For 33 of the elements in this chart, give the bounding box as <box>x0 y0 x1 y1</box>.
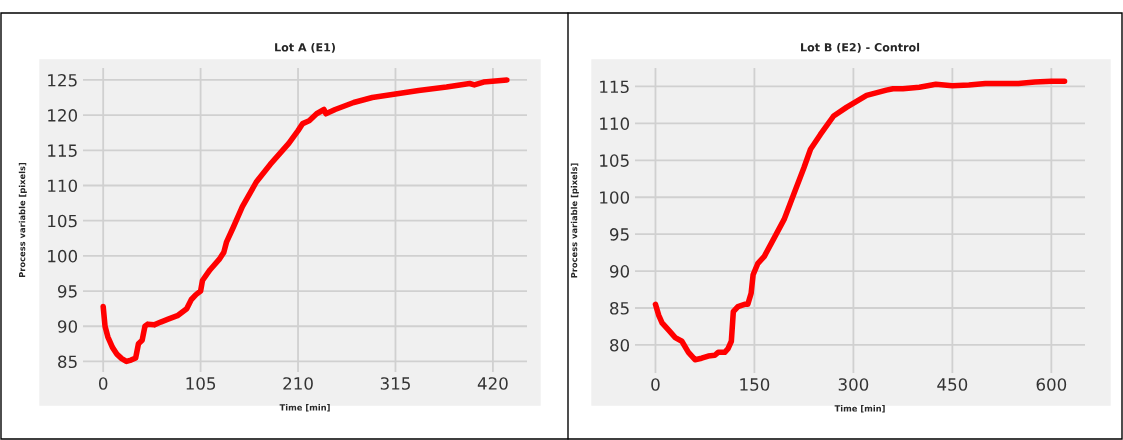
x-tick-label: 150 <box>740 378 770 391</box>
y-tick-label: 115 <box>600 80 629 94</box>
y-tick-label: 120 <box>48 109 78 122</box>
y-tick-label: 95 <box>609 228 629 241</box>
x-tick-label: 600 <box>1036 378 1067 391</box>
y-tick-label: 110 <box>600 117 630 130</box>
y-tick-label: 115 <box>48 144 77 157</box>
chart-title: Lot A (E1) <box>275 42 335 53</box>
x-tick-label: 210 <box>283 377 313 390</box>
x-tick-label: 0 <box>98 377 108 390</box>
y-tick-label: 90 <box>57 320 78 333</box>
y-tick-label: 85 <box>58 355 77 369</box>
y-tick-label: 100 <box>48 249 78 263</box>
chart-title: Lot B (E2) - Control <box>801 42 920 53</box>
y-tick-label: 95 <box>57 285 77 298</box>
x-tick-label: 450 <box>937 378 968 391</box>
y-tick-label: 105 <box>48 214 77 228</box>
y-tick-label: 80 <box>610 338 630 352</box>
y-tick-label: 85 <box>610 301 629 315</box>
y-tick-label: 110 <box>48 179 78 193</box>
y-axis-title: Process variable [pixels] <box>570 163 579 278</box>
y-tick-label: 90 <box>609 265 630 278</box>
x-tick-label: 0 <box>651 378 660 391</box>
x-tick-label: 420 <box>477 377 508 390</box>
y-tick-label: 105 <box>600 154 629 167</box>
x-axis-title: Time [min] <box>834 405 885 413</box>
y-axis-title: Process variable [pixels] <box>18 162 27 278</box>
y-tick-label: 125 <box>48 73 77 87</box>
x-axis-title: Time [min] <box>279 404 330 412</box>
x-tick-label: 105 <box>186 377 216 390</box>
x-tick-label: 315 <box>380 377 410 390</box>
y-tick-label: 100 <box>600 191 630 204</box>
x-tick-label: 300 <box>838 378 869 391</box>
